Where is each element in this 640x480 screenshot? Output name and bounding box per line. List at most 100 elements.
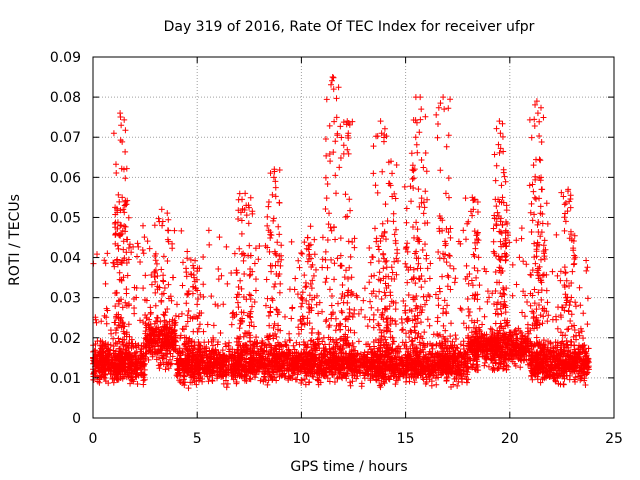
data-point [162, 312, 168, 318]
data-point [324, 275, 330, 281]
data-point [465, 306, 471, 312]
data-point [471, 253, 477, 259]
data-point [404, 264, 410, 270]
data-point [334, 95, 340, 101]
data-point [418, 319, 424, 325]
data-point [333, 190, 339, 196]
data-point [322, 279, 328, 285]
data-point [393, 321, 399, 327]
data-point [273, 193, 279, 199]
data-point [276, 231, 282, 237]
data-point [341, 142, 347, 148]
data-point [164, 210, 170, 216]
data-point [420, 247, 426, 253]
data-point [335, 255, 341, 261]
data-point [496, 118, 502, 124]
data-point [235, 216, 241, 222]
data-point [437, 255, 443, 261]
data-point [235, 300, 241, 306]
data-point [338, 155, 344, 161]
data-point [341, 151, 347, 157]
data-point [493, 203, 499, 209]
data-point [264, 223, 270, 229]
data-point [111, 380, 117, 386]
data-point [375, 190, 381, 196]
data-point [444, 259, 450, 265]
data-point [268, 269, 274, 275]
data-point [414, 142, 420, 148]
data-point [380, 265, 386, 271]
data-point [237, 278, 243, 284]
data-point [153, 257, 159, 263]
data-point [419, 157, 425, 163]
data-point [224, 384, 230, 390]
data-point [429, 383, 435, 389]
data-point [373, 182, 379, 188]
data-point [160, 272, 166, 278]
data-point [332, 237, 338, 243]
data-point [383, 236, 389, 242]
data-point [464, 263, 470, 269]
data-point [336, 164, 342, 170]
data-point [186, 308, 192, 314]
data-point [445, 273, 451, 279]
data-point [115, 335, 121, 341]
data-point [343, 324, 349, 330]
data-point [392, 231, 398, 237]
data-point [328, 82, 334, 88]
data-point [390, 218, 396, 224]
data-point [324, 195, 330, 201]
data-point [165, 217, 171, 223]
data-point [439, 345, 445, 351]
data-points [90, 74, 592, 391]
data-point [323, 318, 329, 324]
data-point [273, 252, 279, 258]
data-point [273, 185, 279, 191]
data-point [409, 150, 415, 156]
data-point [387, 292, 393, 298]
data-point [349, 274, 355, 280]
data-point [240, 258, 246, 264]
data-point [265, 204, 271, 210]
data-point [346, 196, 352, 202]
data-point [276, 200, 282, 206]
data-point [330, 74, 336, 80]
data-point [343, 214, 349, 220]
data-point [372, 225, 378, 231]
data-point [435, 121, 441, 127]
data-point [447, 253, 453, 259]
data-point [481, 363, 487, 369]
data-point [441, 106, 447, 112]
data-point [382, 230, 388, 236]
data-point [377, 327, 383, 333]
data-point [393, 306, 399, 312]
data-point [329, 303, 335, 309]
data-point [160, 279, 166, 285]
data-point [126, 215, 132, 221]
data-point [327, 158, 333, 164]
data-point [274, 239, 280, 245]
data-point [322, 206, 328, 212]
data-point [371, 273, 377, 279]
data-point [270, 297, 276, 303]
data-point [525, 322, 531, 328]
data-point [327, 123, 333, 129]
data-point [424, 168, 430, 174]
data-point [394, 162, 400, 168]
data-point [376, 289, 382, 295]
data-point [413, 134, 419, 140]
data-point [422, 188, 428, 194]
data-point [479, 322, 485, 328]
data-point [415, 186, 421, 192]
data-point [379, 296, 385, 302]
data-point [411, 168, 417, 174]
data-point [470, 282, 476, 288]
data-point [303, 280, 309, 286]
data-point [463, 195, 469, 201]
data-point [437, 289, 443, 295]
data-point [182, 379, 188, 385]
data-point [417, 117, 423, 123]
data-point [391, 211, 397, 217]
data-point [335, 301, 341, 307]
data-point [348, 254, 354, 260]
